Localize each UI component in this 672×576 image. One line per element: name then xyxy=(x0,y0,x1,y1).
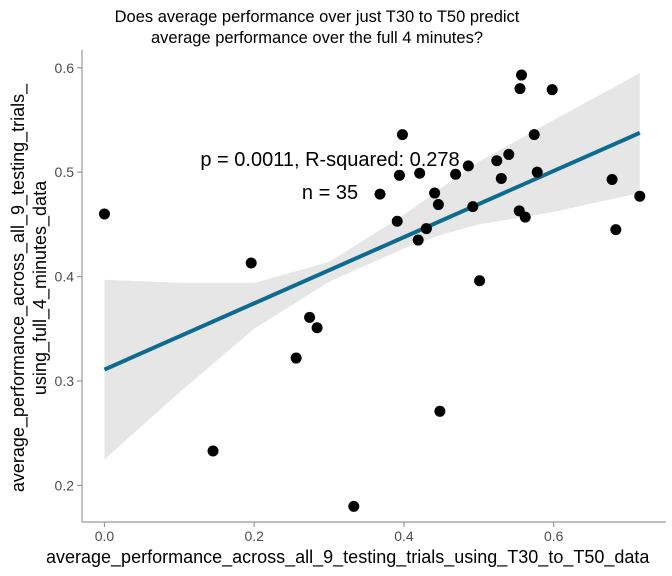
data-point xyxy=(519,211,531,223)
data-point xyxy=(432,199,444,211)
x-tick-label: 0.4 xyxy=(394,528,414,544)
data-point xyxy=(531,166,543,178)
data-point xyxy=(396,129,408,141)
data-point xyxy=(610,224,622,236)
x-tick-label: 0.0 xyxy=(95,528,115,544)
data-point xyxy=(491,155,503,167)
y-tick-label: 0.3 xyxy=(55,373,75,389)
sample-size-annotation: n = 35 xyxy=(302,182,358,204)
data-point xyxy=(374,188,386,200)
data-point xyxy=(304,311,316,323)
data-point xyxy=(290,352,302,364)
confidence-band-layer xyxy=(104,73,640,460)
data-point xyxy=(434,405,446,417)
data-point xyxy=(391,215,403,227)
confidence-band xyxy=(104,73,640,460)
regression-line-layer xyxy=(103,131,641,372)
data-point xyxy=(245,257,257,269)
x-axis-title: average_performance_across_all_9_testing… xyxy=(46,547,650,568)
y-axis-title-line-1: average_performance_across_all_9_testing… xyxy=(8,83,29,492)
data-point xyxy=(207,445,219,457)
data-point xyxy=(634,190,646,202)
data-point xyxy=(474,275,486,287)
chart-title-line-2: average performance over the full 4 minu… xyxy=(151,29,483,47)
data-point xyxy=(98,208,110,220)
data-point xyxy=(348,500,360,512)
data-points-layer xyxy=(98,69,646,512)
y-axis-title: average_performance_across_all_9_testing… xyxy=(8,83,51,492)
data-point xyxy=(546,84,558,96)
data-point xyxy=(393,169,405,181)
data-point xyxy=(503,148,515,160)
data-point xyxy=(528,129,540,141)
y-tick-label: 0.5 xyxy=(55,164,75,180)
data-point xyxy=(311,322,323,334)
y-tick-label: 0.2 xyxy=(55,477,75,493)
regression-line xyxy=(103,131,641,372)
data-point xyxy=(462,160,474,172)
y-tick-label: 0.4 xyxy=(55,269,75,285)
y-tick-label: 0.6 xyxy=(55,60,75,76)
chart-title-line-1: Does average performance over just T30 t… xyxy=(115,8,520,26)
data-point xyxy=(495,172,507,184)
data-point xyxy=(414,167,426,179)
x-tick-label: 0.2 xyxy=(244,528,264,544)
data-point xyxy=(515,69,527,81)
data-point xyxy=(450,168,462,180)
data-point xyxy=(429,187,441,199)
x-tick-label: 0.6 xyxy=(544,528,564,544)
data-point xyxy=(606,173,618,185)
axes-layer: 0.0 0.2 0.4 0.6 0.2 0.3 0.4 0.5 0.6 xyxy=(55,50,666,544)
data-point xyxy=(467,201,479,213)
y-axis-title-line-2: using_full_4_minutes_data xyxy=(30,180,51,395)
data-point xyxy=(514,83,526,95)
data-point xyxy=(420,223,432,235)
stats-annotation: p = 0.0011, R-squared: 0.278 xyxy=(200,149,459,171)
data-point xyxy=(412,234,424,246)
